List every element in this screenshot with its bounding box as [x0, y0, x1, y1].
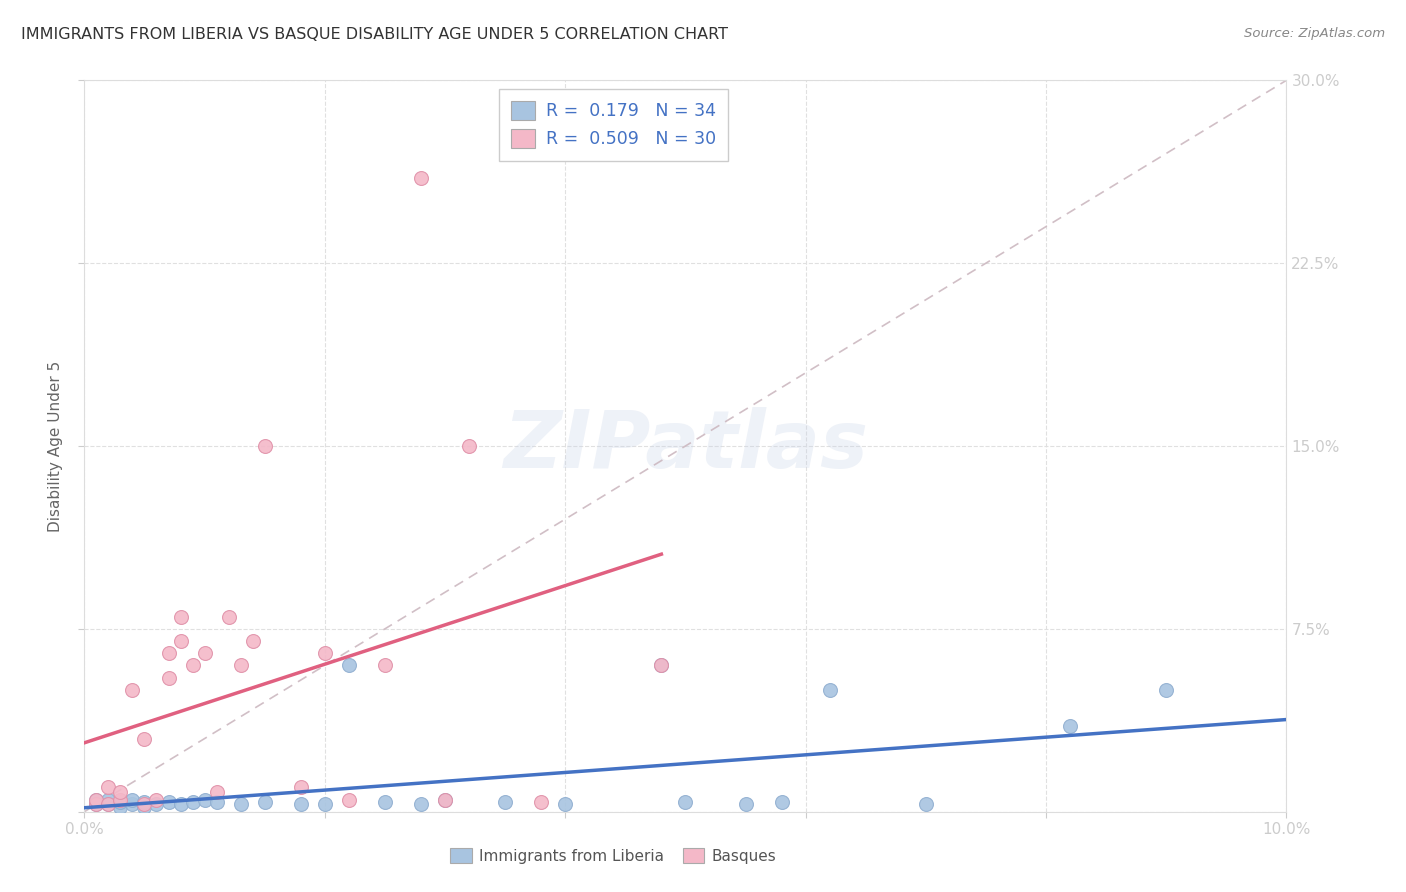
Y-axis label: Disability Age Under 5: Disability Age Under 5 [48, 360, 63, 532]
Point [915, 797, 938, 812]
Point [110, 800, 132, 814]
Point [169, 797, 191, 812]
Point [169, 609, 191, 624]
Point [145, 797, 167, 812]
Point [337, 658, 360, 673]
Point [434, 792, 457, 806]
Point [770, 795, 793, 809]
Point [205, 795, 228, 809]
Point [121, 682, 143, 697]
Point [205, 785, 228, 799]
Point [86, 792, 108, 806]
Point [314, 646, 336, 660]
Point [650, 658, 672, 673]
Point [86, 792, 108, 806]
Point [121, 797, 143, 812]
Point [337, 792, 360, 806]
Point [290, 797, 312, 812]
Point [229, 797, 252, 812]
Point [169, 634, 191, 648]
Point [253, 439, 276, 453]
Point [194, 646, 217, 660]
Point [290, 780, 312, 795]
Point [157, 671, 180, 685]
Point [97, 792, 120, 806]
Point [374, 658, 396, 673]
Point [458, 439, 481, 453]
Text: IMMIGRANTS FROM LIBERIA VS BASQUE DISABILITY AGE UNDER 5 CORRELATION CHART: IMMIGRANTS FROM LIBERIA VS BASQUE DISABI… [21, 27, 728, 42]
Point [434, 792, 457, 806]
Point [650, 658, 672, 673]
Point [110, 795, 132, 809]
Point [134, 800, 156, 814]
Point [229, 658, 252, 673]
Point [86, 797, 108, 812]
Text: ZIPatlas: ZIPatlas [503, 407, 868, 485]
Point [157, 795, 180, 809]
Point [494, 795, 516, 809]
Point [194, 792, 217, 806]
Point [374, 795, 396, 809]
Point [121, 792, 143, 806]
Point [134, 797, 156, 812]
Point [530, 795, 553, 809]
Point [97, 797, 120, 812]
Point [1156, 682, 1178, 697]
Point [314, 797, 336, 812]
Point [86, 797, 108, 812]
Point [253, 795, 276, 809]
Text: Source: ZipAtlas.com: Source: ZipAtlas.com [1244, 27, 1385, 40]
Point [675, 795, 697, 809]
Point [554, 797, 576, 812]
Point [145, 792, 167, 806]
Point [181, 658, 204, 673]
Legend: Immigrants from Liberia, Basques: Immigrants from Liberia, Basques [444, 842, 783, 870]
Point [818, 682, 841, 697]
Point [409, 170, 432, 185]
Point [409, 797, 432, 812]
Point [97, 780, 120, 795]
Point [97, 797, 120, 812]
Point [134, 731, 156, 746]
Point [134, 795, 156, 809]
Point [110, 785, 132, 799]
Point [218, 609, 240, 624]
Point [157, 646, 180, 660]
Point [181, 795, 204, 809]
Point [242, 634, 264, 648]
Point [110, 792, 132, 806]
Point [734, 797, 756, 812]
Point [1059, 719, 1081, 733]
